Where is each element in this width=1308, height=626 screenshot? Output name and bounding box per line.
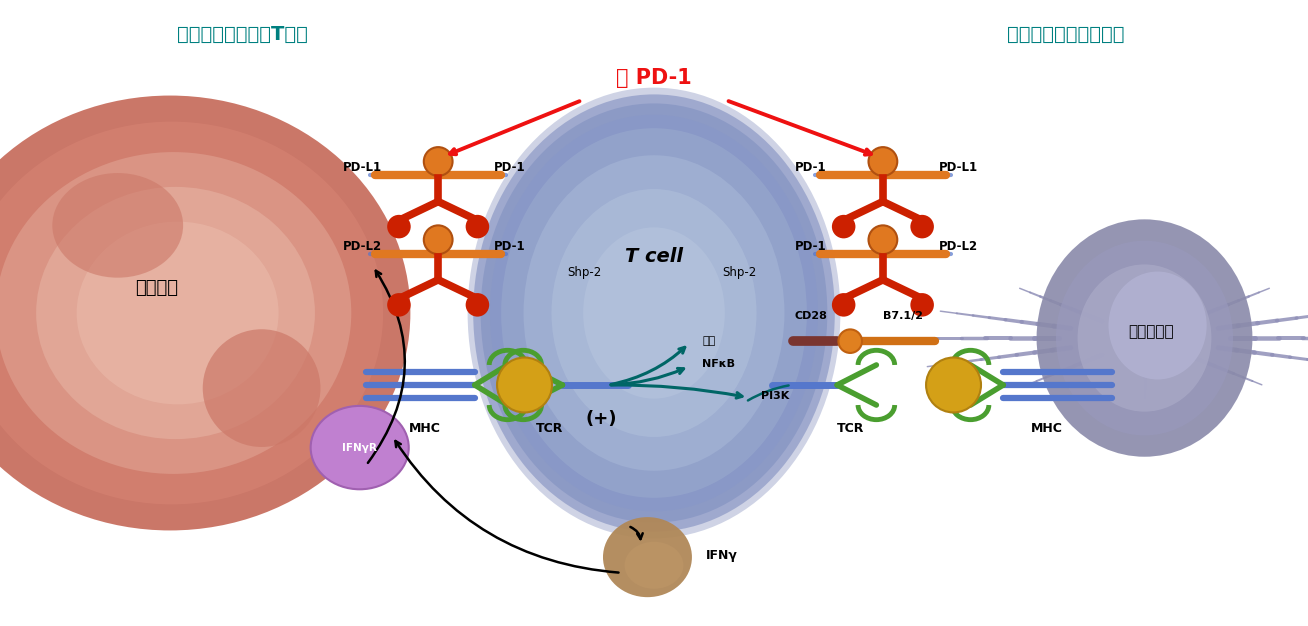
Ellipse shape [910, 293, 934, 317]
Ellipse shape [37, 187, 315, 439]
Ellipse shape [832, 293, 855, 317]
Text: MHC: MHC [409, 423, 441, 435]
Text: 外周血肿瑞特异性T细胞: 外周血肿瑞特异性T细胞 [177, 25, 307, 44]
Ellipse shape [625, 541, 683, 589]
Text: 淡巴细胞递呈肿瑞抗原: 淡巴细胞递呈肿瑞抗原 [1007, 25, 1125, 44]
Ellipse shape [490, 115, 818, 511]
Text: IFNγ: IFNγ [706, 549, 738, 562]
Ellipse shape [0, 121, 383, 505]
Ellipse shape [468, 88, 840, 538]
Ellipse shape [77, 222, 279, 404]
Text: 其它: 其它 [702, 336, 715, 346]
Ellipse shape [869, 225, 897, 254]
Text: PD-L2: PD-L2 [343, 240, 382, 252]
Text: PD-L2: PD-L2 [939, 240, 978, 252]
Text: Shp-2: Shp-2 [722, 266, 756, 279]
Ellipse shape [1109, 272, 1206, 379]
Text: PD-1: PD-1 [795, 162, 827, 174]
Text: T cell: T cell [625, 247, 683, 266]
Ellipse shape [480, 103, 828, 523]
Text: B7.1/2: B7.1/2 [883, 311, 922, 321]
Text: 肿瑞细胞: 肿瑞细胞 [136, 279, 178, 297]
Ellipse shape [473, 95, 835, 531]
Ellipse shape [424, 147, 453, 176]
Ellipse shape [910, 215, 934, 239]
Ellipse shape [603, 517, 692, 597]
Text: TCR: TCR [837, 423, 863, 435]
Ellipse shape [466, 215, 489, 239]
Text: PD-1: PD-1 [494, 162, 526, 174]
Ellipse shape [501, 128, 807, 498]
Text: Shp-2: Shp-2 [568, 266, 602, 279]
Text: MHC: MHC [1031, 423, 1062, 435]
Ellipse shape [387, 215, 411, 239]
Ellipse shape [52, 173, 183, 278]
Ellipse shape [497, 357, 552, 413]
Ellipse shape [552, 189, 756, 437]
Ellipse shape [387, 293, 411, 317]
Ellipse shape [926, 357, 981, 413]
Text: PI3K: PI3K [761, 391, 790, 401]
Text: PD-1: PD-1 [494, 240, 526, 252]
Text: TCR: TCR [536, 423, 562, 435]
Ellipse shape [0, 96, 411, 530]
Text: NFκB: NFκB [702, 359, 735, 369]
Text: PD-L1: PD-L1 [939, 162, 978, 174]
Ellipse shape [424, 225, 453, 254]
Ellipse shape [869, 147, 897, 176]
Ellipse shape [838, 329, 862, 353]
Ellipse shape [1036, 219, 1253, 457]
Text: PD-1: PD-1 [795, 240, 827, 252]
Ellipse shape [583, 227, 725, 399]
Ellipse shape [466, 293, 489, 317]
Text: PD-L1: PD-L1 [343, 162, 382, 174]
Ellipse shape [832, 215, 855, 239]
Ellipse shape [311, 406, 409, 490]
Text: 抗 PD-1: 抗 PD-1 [616, 68, 692, 88]
Ellipse shape [0, 152, 352, 474]
Ellipse shape [523, 155, 785, 471]
Ellipse shape [1078, 264, 1211, 412]
Text: IFNγR: IFNγR [343, 443, 377, 453]
Text: CD28: CD28 [794, 311, 828, 321]
Text: 树突状细胞: 树突状细胞 [1129, 324, 1173, 339]
Ellipse shape [203, 329, 320, 447]
Text: (+): (+) [586, 411, 617, 428]
Ellipse shape [1056, 241, 1233, 435]
